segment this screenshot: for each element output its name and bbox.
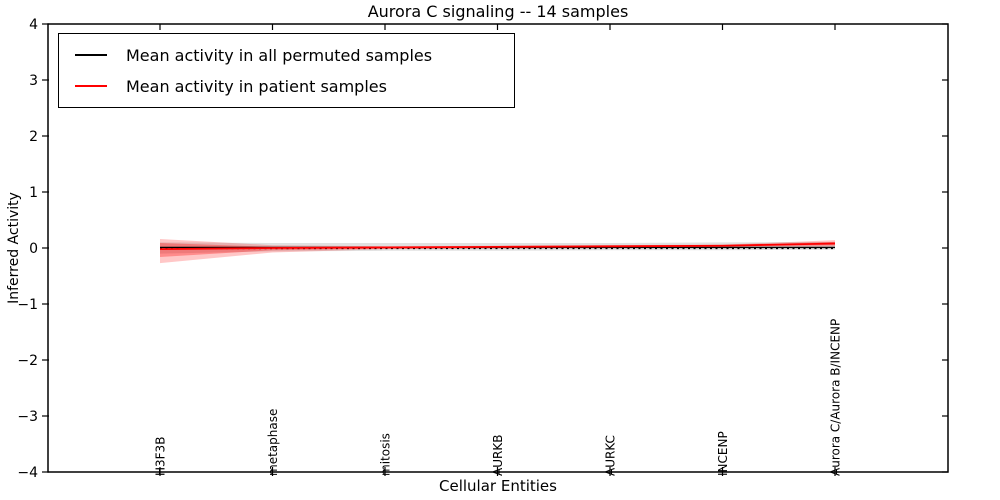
chart-title: Aurora C signaling -- 14 samples: [367, 2, 629, 21]
y-tick-label: −3: [17, 409, 38, 425]
permuted-line-swatch: [75, 54, 107, 56]
patient-line-swatch: [75, 85, 107, 87]
x-tick-label: mitosis: [379, 433, 393, 476]
y-axis-label: Inferred Activity: [6, 192, 22, 304]
x-tick-label: AURKC: [604, 435, 618, 476]
x-tick-label: INCENP: [716, 431, 730, 476]
x-tick-label: Aurora C/Aurora B/INCENP: [829, 319, 843, 476]
y-tick-label: −2: [17, 353, 38, 369]
x-tick-label: H3F3B: [154, 437, 168, 476]
patient-mean-line: [159, 242, 836, 251]
y-tick-label: 1: [29, 185, 38, 201]
y-tick-label: 0: [29, 241, 38, 257]
y-tick-label: 4: [29, 17, 38, 33]
patient-std-band-outer: [160, 239, 835, 264]
y-tick-label: 3: [29, 73, 38, 89]
legend-label-permuted: Mean activity in all permuted samples: [126, 45, 433, 65]
x-axis-label: Cellular Entities: [439, 477, 557, 495]
x-tick-label: metaphase: [266, 409, 280, 476]
y-tick-label: −1: [17, 297, 38, 313]
legend-entry-patient: Mean activity in patient samples: [75, 74, 502, 98]
legend-entry-permuted: Mean activity in all permuted samples: [75, 43, 502, 67]
legend: Mean activity in all permuted samples Me…: [58, 33, 515, 108]
y-tick-label: 2: [29, 129, 38, 145]
x-tick-label: AURKB: [491, 435, 505, 476]
legend-label-patient: Mean activity in patient samples: [126, 76, 387, 96]
y-tick-label: −4: [17, 465, 38, 481]
